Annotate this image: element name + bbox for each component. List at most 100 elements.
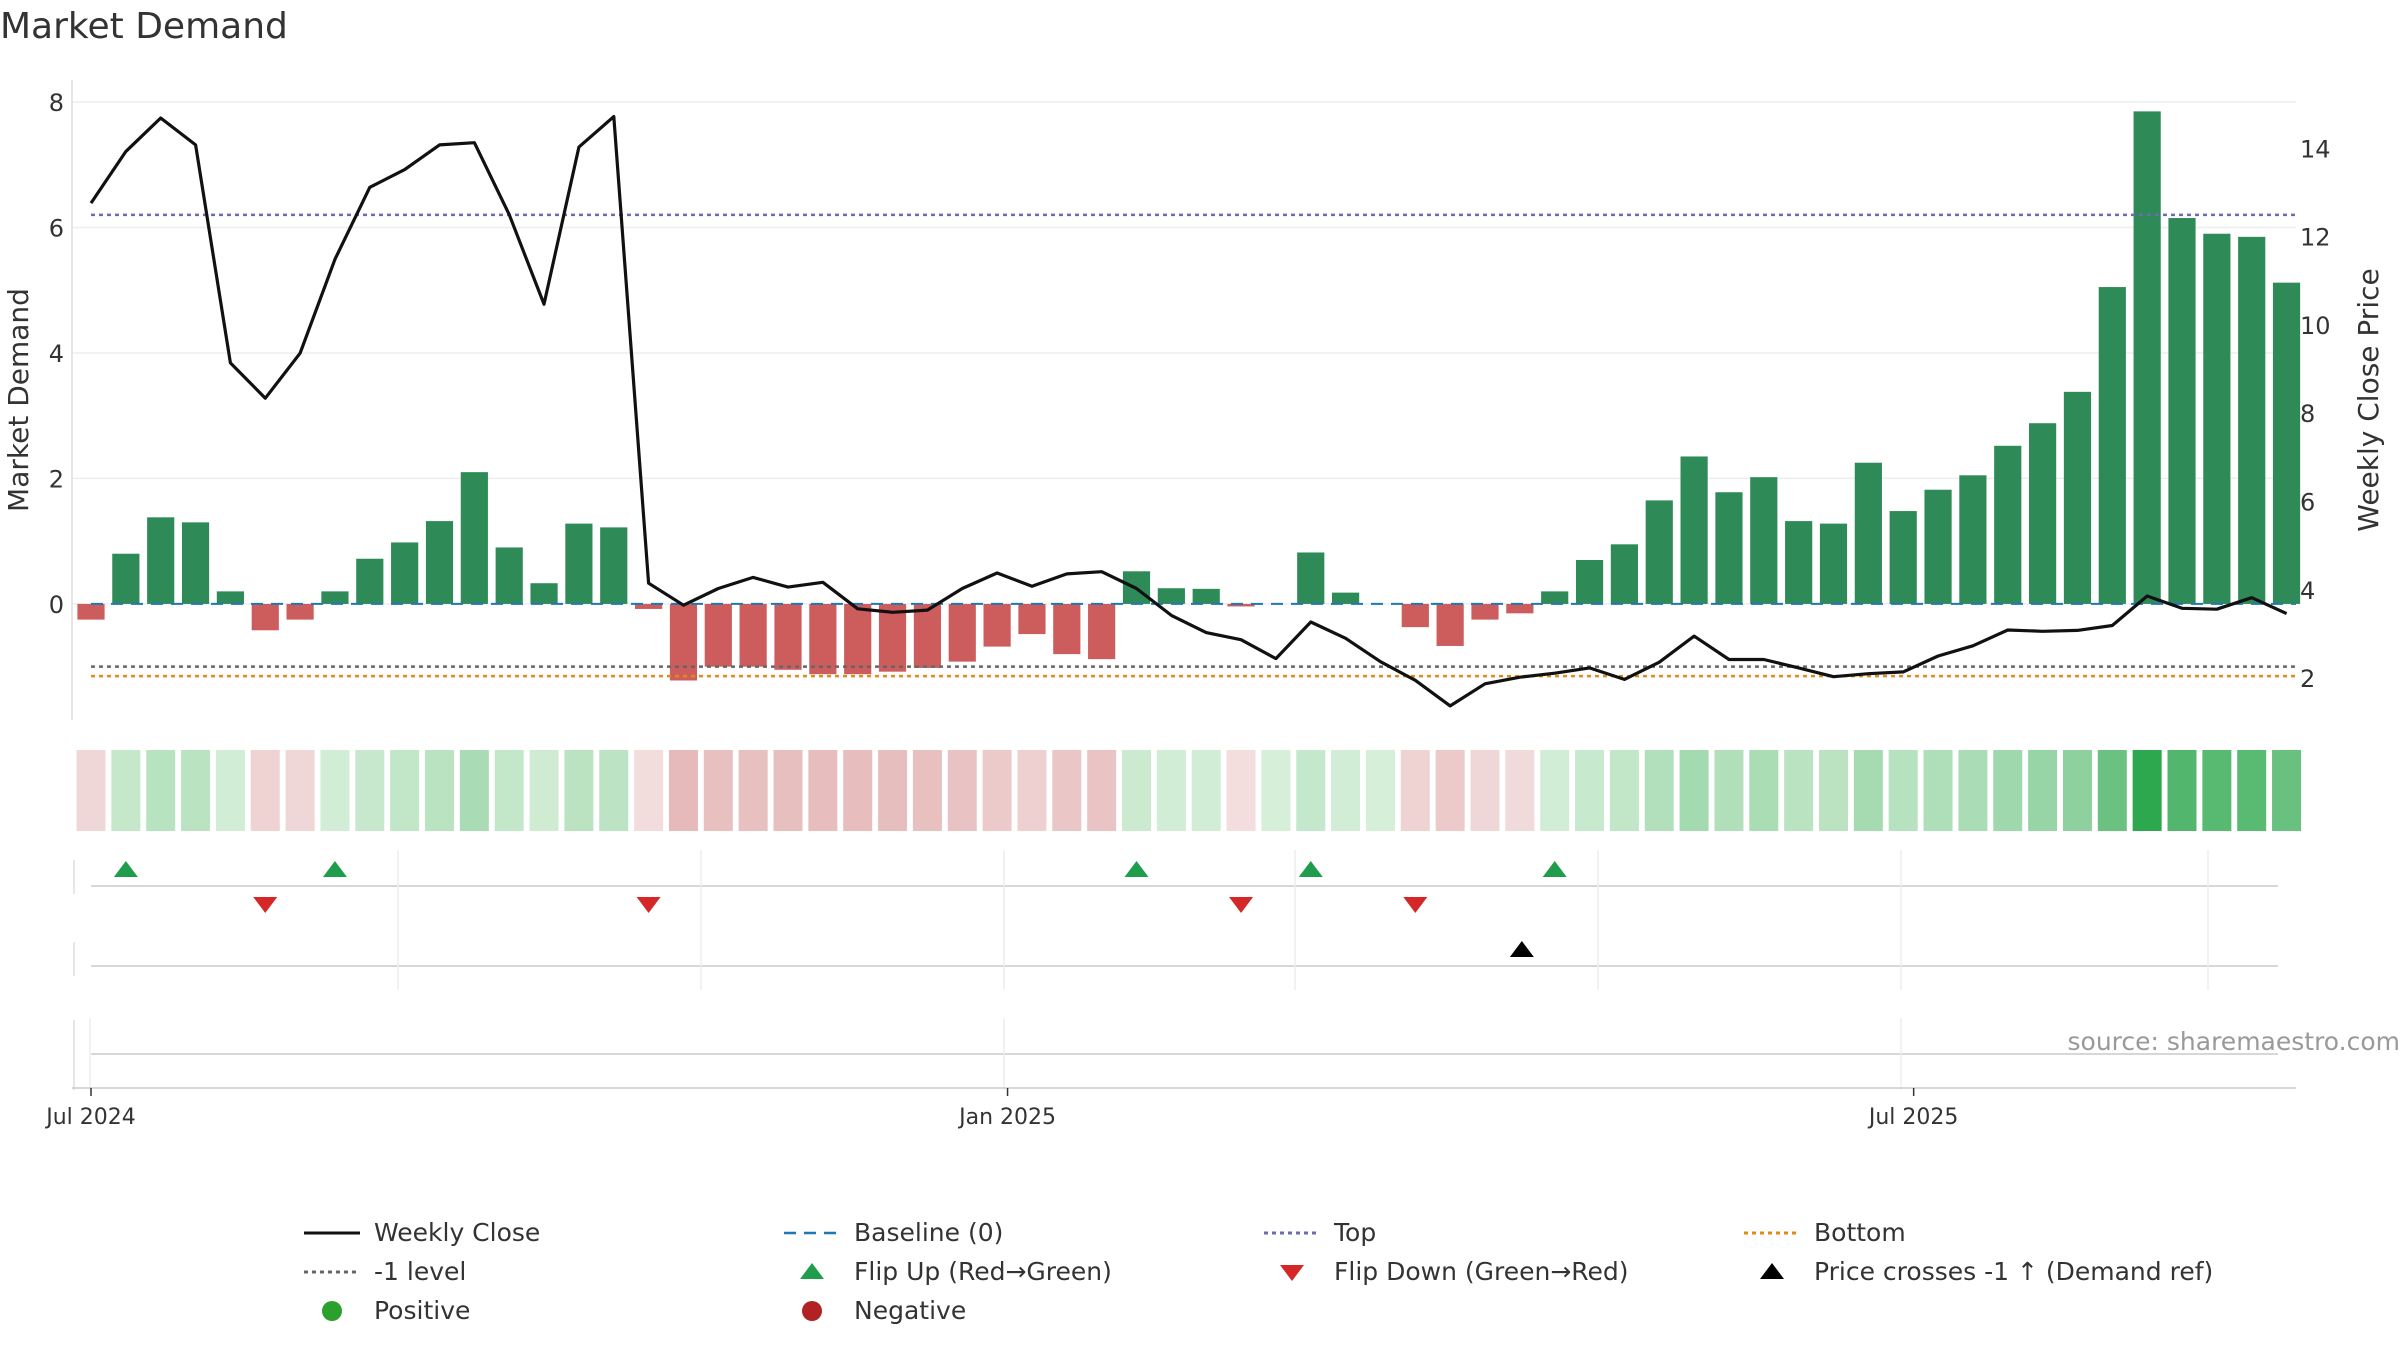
legend-item: Top bbox=[1260, 1216, 1740, 1249]
legend-symbol-icon bbox=[304, 1231, 360, 1234]
right-tick-label: 2 bbox=[2300, 665, 2315, 693]
demand-bar bbox=[2133, 111, 2161, 604]
legend-label: Bottom bbox=[1814, 1218, 1906, 1247]
flip-down-marker bbox=[1229, 897, 1254, 913]
demand-bar bbox=[1854, 462, 1882, 604]
flip-up-marker bbox=[1298, 861, 1323, 877]
legend-symbol-icon bbox=[1744, 1231, 1800, 1234]
left-tick-label: 0 bbox=[49, 591, 64, 619]
heat-cell bbox=[2062, 750, 2092, 831]
demand-bar bbox=[216, 591, 244, 604]
left-tick-label: 4 bbox=[49, 340, 64, 368]
legend-label: Positive bbox=[374, 1296, 471, 1325]
demand-bar bbox=[425, 521, 454, 604]
left-tick-label: 6 bbox=[49, 214, 64, 242]
flip-up-marker bbox=[1542, 861, 1567, 877]
weekly-close-line bbox=[89, 114, 2288, 708]
demand-bar bbox=[913, 603, 941, 668]
demand-bar bbox=[1053, 603, 1081, 655]
heat-cell bbox=[738, 750, 768, 831]
legend-item: Flip Up (Red→Green) bbox=[780, 1255, 1260, 1288]
heat-cell bbox=[843, 750, 873, 831]
heat-cell bbox=[1749, 750, 1779, 831]
heat-cell bbox=[390, 750, 420, 831]
heat-cell bbox=[1087, 750, 1117, 831]
heat-cell bbox=[1958, 750, 1988, 831]
demand-bar bbox=[530, 583, 558, 604]
legend-item: Flip Down (Green→Red) bbox=[1260, 1255, 1740, 1288]
legend: Weekly Close Baseline (0) Top Bottom -1 leve… bbox=[300, 1216, 2260, 1327]
legend-item: -1 level bbox=[300, 1255, 780, 1288]
right-tick-label: 12 bbox=[2300, 224, 2331, 252]
demand-bar bbox=[1645, 500, 1673, 604]
flip-down-marker bbox=[636, 897, 661, 913]
demand-bar bbox=[77, 603, 105, 620]
legend-label: Baseline (0) bbox=[854, 1218, 1004, 1247]
demand-bar bbox=[669, 603, 698, 681]
x-tick-label: Jul 2024 bbox=[44, 1105, 136, 1130]
heat-cell bbox=[250, 750, 280, 831]
heat-cell bbox=[564, 750, 594, 831]
legend-label: Weekly Close bbox=[374, 1218, 541, 1247]
demand-bar bbox=[565, 523, 593, 604]
legend-symbol-icon bbox=[800, 1262, 824, 1279]
demand-bar bbox=[2029, 423, 2057, 604]
demand-bar bbox=[112, 553, 140, 604]
demand-bar bbox=[1088, 603, 1116, 660]
demand-bar bbox=[1994, 445, 2022, 604]
heat-cell bbox=[76, 750, 106, 831]
demand-bar bbox=[1680, 456, 1708, 604]
heat-cell bbox=[1191, 750, 1221, 831]
x-tick-label: Jul 2025 bbox=[1867, 1105, 1959, 1130]
heat-cell bbox=[2167, 750, 2197, 831]
demand-bar bbox=[1819, 523, 1848, 604]
legend-label: Price crosses -1 ↑ (Demand ref) bbox=[1814, 1257, 2214, 1286]
legend-symbol-icon bbox=[784, 1231, 840, 1234]
demand-bar bbox=[1924, 489, 1952, 604]
demand-bar bbox=[1715, 492, 1743, 604]
demand-bar bbox=[391, 542, 419, 604]
heat-cell bbox=[494, 750, 524, 831]
demand-bar bbox=[460, 472, 488, 604]
demand-bar bbox=[1750, 477, 1778, 604]
flip-down-marker bbox=[1403, 897, 1428, 913]
chart-title: Market Demand bbox=[0, 6, 288, 47]
heat-cell bbox=[2028, 750, 2058, 831]
demand-bar bbox=[2063, 391, 2092, 604]
heat-cell bbox=[2097, 750, 2127, 831]
demand-bar bbox=[1436, 603, 1464, 646]
heat-cell bbox=[529, 750, 559, 831]
heat-cell bbox=[1505, 750, 1535, 831]
demand-bar bbox=[2168, 218, 2196, 604]
heat-cell bbox=[1296, 750, 1326, 831]
source-label: source: sharemaestro.com bbox=[2068, 1027, 2400, 1056]
demand-bar bbox=[1157, 588, 1185, 604]
demand-bar bbox=[1785, 521, 1813, 604]
heat-cell bbox=[1226, 750, 1256, 831]
legend-label: -1 level bbox=[374, 1257, 467, 1286]
legend-symbol-icon bbox=[1280, 1264, 1304, 1281]
heat-cell bbox=[808, 750, 838, 831]
x-tick-label: Jan 2025 bbox=[957, 1105, 1056, 1130]
heat-cell bbox=[1784, 750, 1814, 831]
demand-bar bbox=[600, 527, 628, 604]
legend-label: Flip Up (Red→Green) bbox=[854, 1257, 1112, 1286]
heat-cell bbox=[634, 750, 664, 831]
heat-cell bbox=[355, 750, 385, 831]
demand-bar bbox=[356, 558, 384, 604]
demand-bar bbox=[286, 603, 314, 620]
heat-cell bbox=[1400, 750, 1430, 831]
left-tick-label: 8 bbox=[49, 89, 64, 117]
left-tick-label: 2 bbox=[49, 465, 64, 493]
price-cross-marker bbox=[1509, 941, 1534, 957]
heat-cell bbox=[320, 750, 350, 831]
demand-bar bbox=[1959, 475, 1987, 604]
heat-cell bbox=[1714, 750, 1744, 831]
demand-bar bbox=[495, 547, 523, 604]
demand-bar bbox=[181, 522, 210, 604]
heat-cell bbox=[1435, 750, 1465, 831]
demand-bar bbox=[844, 603, 872, 675]
demand-bar bbox=[1401, 603, 1429, 628]
demand-bar bbox=[321, 591, 349, 604]
heat-cell bbox=[111, 750, 141, 831]
